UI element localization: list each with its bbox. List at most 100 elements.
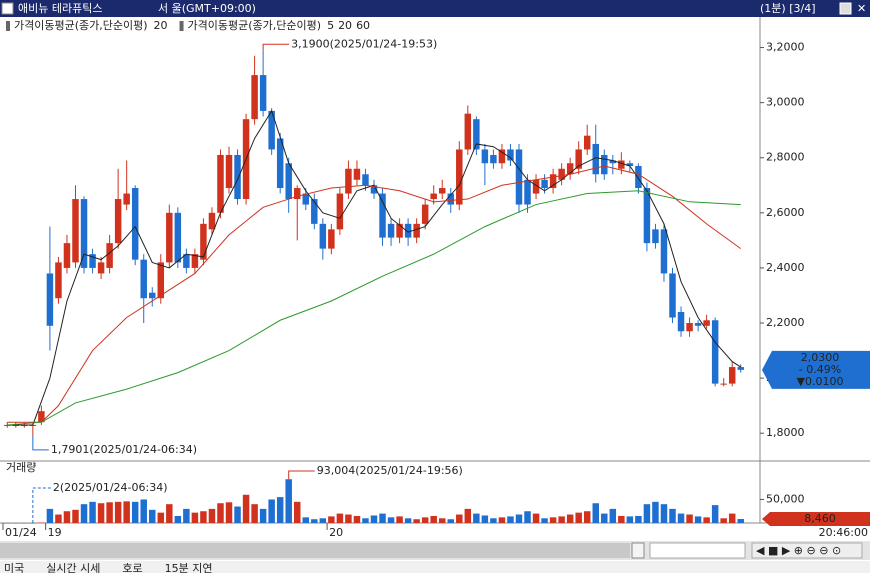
- volume-bar: [507, 516, 514, 523]
- candle-body: [524, 179, 531, 205]
- volume-bar: [524, 511, 531, 523]
- window-icon[interactable]: [1, 2, 14, 15]
- volume-bar: [558, 516, 565, 523]
- volume-bar: [55, 514, 62, 523]
- volume-bar: [626, 516, 634, 523]
- current-price-box: [762, 350, 870, 389]
- y-tick-label: 2,8000: [766, 151, 805, 164]
- candle-body: [643, 188, 651, 244]
- candle-body: [396, 223, 403, 238]
- candle-body: [294, 188, 301, 200]
- volume-bar: [174, 515, 182, 523]
- nav-buttons[interactable]: [751, 542, 863, 559]
- restore-button[interactable]: [839, 2, 852, 15]
- candle-body: [328, 229, 335, 249]
- volume-bar: [80, 504, 88, 523]
- volume-bar: [200, 511, 207, 523]
- zoom-slider[interactable]: [649, 542, 746, 559]
- volume-bar: [345, 514, 352, 523]
- candle-body: [97, 262, 105, 274]
- volume-bar: [285, 479, 292, 523]
- v-tick-label: 50,000: [766, 492, 805, 505]
- legend-marker: [6, 21, 10, 31]
- candle-body: [609, 160, 617, 164]
- current-diff: ▼0.0100: [797, 375, 844, 388]
- candle-body: [515, 149, 523, 205]
- candle-body: [575, 149, 582, 169]
- footer-tab[interactable]: 미국: [4, 562, 24, 573]
- y-tick-label: 3,0000: [766, 96, 805, 109]
- last-time: 20:46:00: [819, 526, 868, 539]
- volume-bar: [635, 515, 642, 523]
- candle-body: [200, 223, 207, 260]
- candle-body: [234, 154, 241, 200]
- vmax-marker: [288, 470, 315, 480]
- x-tick-label: 19: [48, 526, 62, 539]
- title-bar: [0, 0, 870, 17]
- candle-body: [123, 193, 130, 205]
- volume-bar: [379, 513, 386, 523]
- volume-bar: [464, 508, 472, 523]
- candle-body: [276, 138, 284, 189]
- volume-bar: [660, 504, 668, 523]
- moving-average: [7, 190, 741, 426]
- scroll-button[interactable]: [631, 542, 645, 559]
- vmin-marker: [32, 487, 51, 523]
- scroll-thumb[interactable]: [0, 543, 630, 558]
- volume-bar: [46, 508, 54, 523]
- volume-bar: [541, 518, 548, 523]
- volume-bar: [711, 505, 719, 523]
- candle-body: [259, 75, 267, 111]
- volume-bar: [396, 516, 403, 523]
- nav-icons[interactable]: ◀ ■ ▶ ⊕ ⊖ ⊖ ⊙: [756, 544, 841, 557]
- current-volume-box: [762, 512, 870, 527]
- legend-period: 5: [327, 19, 334, 32]
- candle-body: [728, 367, 736, 384]
- volume-bar: [251, 504, 258, 523]
- volume-bar: [566, 514, 574, 523]
- volume-bar: [328, 516, 335, 523]
- candle-body: [737, 367, 744, 370]
- candle-body: [583, 135, 591, 150]
- volume-bar: [63, 511, 71, 523]
- volume-bar: [473, 513, 480, 523]
- volume-bar: [217, 503, 224, 523]
- candle-body: [131, 188, 139, 260]
- footer-tab[interactable]: 15분 지연: [165, 562, 213, 573]
- volume-bar: [609, 508, 617, 523]
- candle-body: [251, 75, 258, 120]
- market: 서 울(GMT+09:00): [158, 2, 256, 15]
- volume-bar: [404, 518, 412, 523]
- footer-tab[interactable]: 실시간 시세: [46, 562, 100, 573]
- legend-period: 60: [356, 19, 370, 32]
- candle-body: [379, 193, 386, 238]
- volume-bar: [183, 508, 190, 523]
- candle-body: [370, 185, 378, 194]
- volume-bar: [336, 513, 344, 523]
- volume-bar: [583, 511, 591, 523]
- y-tick-label: 2,4000: [766, 261, 805, 274]
- volume-bar: [438, 518, 446, 523]
- candle-body: [191, 254, 199, 268]
- candle-body: [387, 223, 395, 238]
- legend-period: 20: [338, 19, 352, 32]
- volume-bar: [737, 519, 744, 523]
- min-marker: [32, 435, 49, 451]
- candle-body: [490, 154, 497, 164]
- max-marker: [262, 43, 290, 51]
- title: 애비뉴 테라퓨틱스: [18, 2, 102, 15]
- candle-body: [626, 163, 634, 166]
- volume-bar: [413, 519, 420, 523]
- candle-body: [174, 212, 182, 263]
- volume-bar: [12, 522, 20, 524]
- volume-bar: [456, 514, 463, 523]
- volume-bar: [123, 501, 130, 523]
- volume-bar: [166, 504, 173, 523]
- candle-body: [302, 193, 310, 205]
- volume-bar: [72, 509, 79, 523]
- close-button[interactable]: ✕: [857, 2, 866, 15]
- footer-bar: [0, 561, 870, 573]
- legend-label: 가격이동평균(종가,단순이평): [14, 19, 148, 32]
- candle-body: [541, 179, 548, 189]
- footer-tab[interactable]: 호로: [122, 562, 142, 573]
